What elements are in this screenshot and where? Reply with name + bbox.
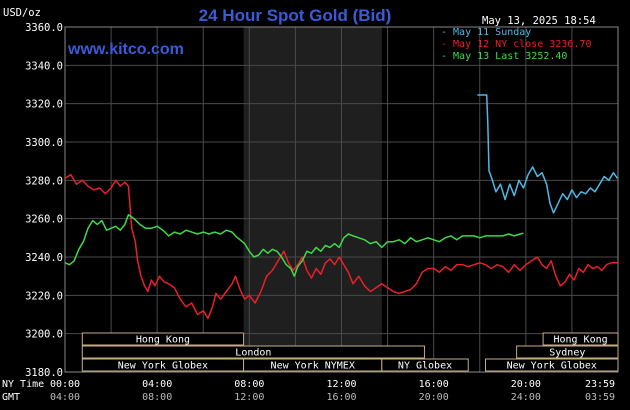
- session-box: New York Globex: [81, 358, 245, 372]
- ny-time-row-label: NY Time: [2, 379, 44, 390]
- y-axis-ticks: 3360.0 3340.0 3320.0 3300.0 3280.0 3260.0 3240…: [25, 22, 63, 379]
- session-box: Hong Kong: [81, 332, 245, 346]
- series-line-3: [64, 214, 524, 277]
- session-label: New York Globex: [118, 361, 208, 372]
- x-tick-ny: 23:59: [585, 379, 615, 390]
- x-tick-gmt: 24:00: [511, 392, 541, 403]
- series-line-1: [477, 94, 619, 214]
- session-box: NY Globex: [381, 358, 469, 372]
- trading-sessions: Hong Kong Hong Kong London Sydney New York G…: [81, 332, 619, 372]
- x-tick-gmt: 03:59: [585, 392, 615, 403]
- legend-entry: - May 13 Last 3252.40: [441, 51, 567, 62]
- y-tick-label: 3220.0: [25, 290, 63, 302]
- session-box-frame: [81, 345, 425, 359]
- session-label: New York Globex: [507, 361, 597, 372]
- session-label: Sydney: [549, 348, 585, 359]
- session-box: New York Globex: [485, 358, 619, 372]
- chart-legend: - May 11 Sunday- May 12 NY close 3236.70…: [441, 27, 592, 62]
- session-box-frame: [485, 358, 619, 372]
- y-tick-label: 3240.0: [25, 252, 63, 264]
- session-box-frame: [542, 332, 619, 346]
- legend-entry: - May 11 Sunday: [441, 27, 531, 38]
- website-label: www.kitco.com: [67, 41, 184, 58]
- series-layer: [64, 94, 619, 320]
- x-tick-ny: 12:00: [326, 379, 356, 390]
- session-box: Hong Kong: [542, 332, 619, 346]
- session-label: London: [235, 348, 271, 359]
- x-tick-ny: 00:00: [50, 379, 80, 390]
- y-tick-label: 3200.0: [25, 329, 63, 341]
- session-box: New York NYMEX: [243, 358, 383, 372]
- session-label: Hong Kong: [136, 335, 190, 346]
- y-tick-label: 3360.0: [25, 22, 63, 34]
- y-tick-label: 3280.0: [25, 175, 63, 187]
- nymex-session-band: [243, 27, 382, 372]
- legend-entry: - May 12 NY close 3236.70: [441, 39, 592, 50]
- x-axis-ticks: 00:00 04:00 04:00 08:00 08:00 12:00 12:00 16:00…: [50, 379, 615, 403]
- plot-border: [64, 26, 619, 373]
- x-tick-gmt: 20:00: [419, 392, 449, 403]
- series-line-2: [64, 173, 618, 320]
- session-box-frame: [81, 332, 245, 346]
- session-label: Hong Kong: [553, 335, 607, 346]
- y-tick-label: 3300.0: [25, 137, 63, 149]
- chart-datetime: May 13, 2025 18:54: [482, 15, 596, 27]
- session-box-frame: [381, 358, 469, 372]
- y-tick-label: 3180.0: [25, 367, 63, 379]
- session-box: London: [81, 345, 425, 359]
- x-tick-gmt: 08:00: [142, 392, 172, 403]
- x-tick-ny: 20:00: [511, 379, 541, 390]
- session-label: NY Globex: [398, 361, 452, 372]
- x-tick-ny: 16:00: [419, 379, 449, 390]
- x-tick-ny: 08:00: [234, 379, 264, 390]
- session-box-frame: [516, 345, 619, 359]
- x-tick-ny: 04:00: [142, 379, 172, 390]
- y-tick-label: 3320.0: [25, 99, 63, 111]
- y-tick-label: 3260.0: [25, 214, 63, 226]
- gmt-row-label: GMT: [2, 392, 20, 403]
- y-unit-label: USD/oz: [3, 7, 41, 19]
- chart-title: 24 Hour Spot Gold (Bid): [199, 6, 392, 25]
- session-box: Sydney: [516, 345, 619, 359]
- y-tick-label: 3340.0: [25, 60, 63, 72]
- x-tick-gmt: 12:00: [234, 392, 264, 403]
- session-label: New York NYMEX: [271, 361, 355, 372]
- x-tick-gmt: 16:00: [326, 392, 356, 403]
- x-tick-gmt: 04:00: [50, 392, 80, 403]
